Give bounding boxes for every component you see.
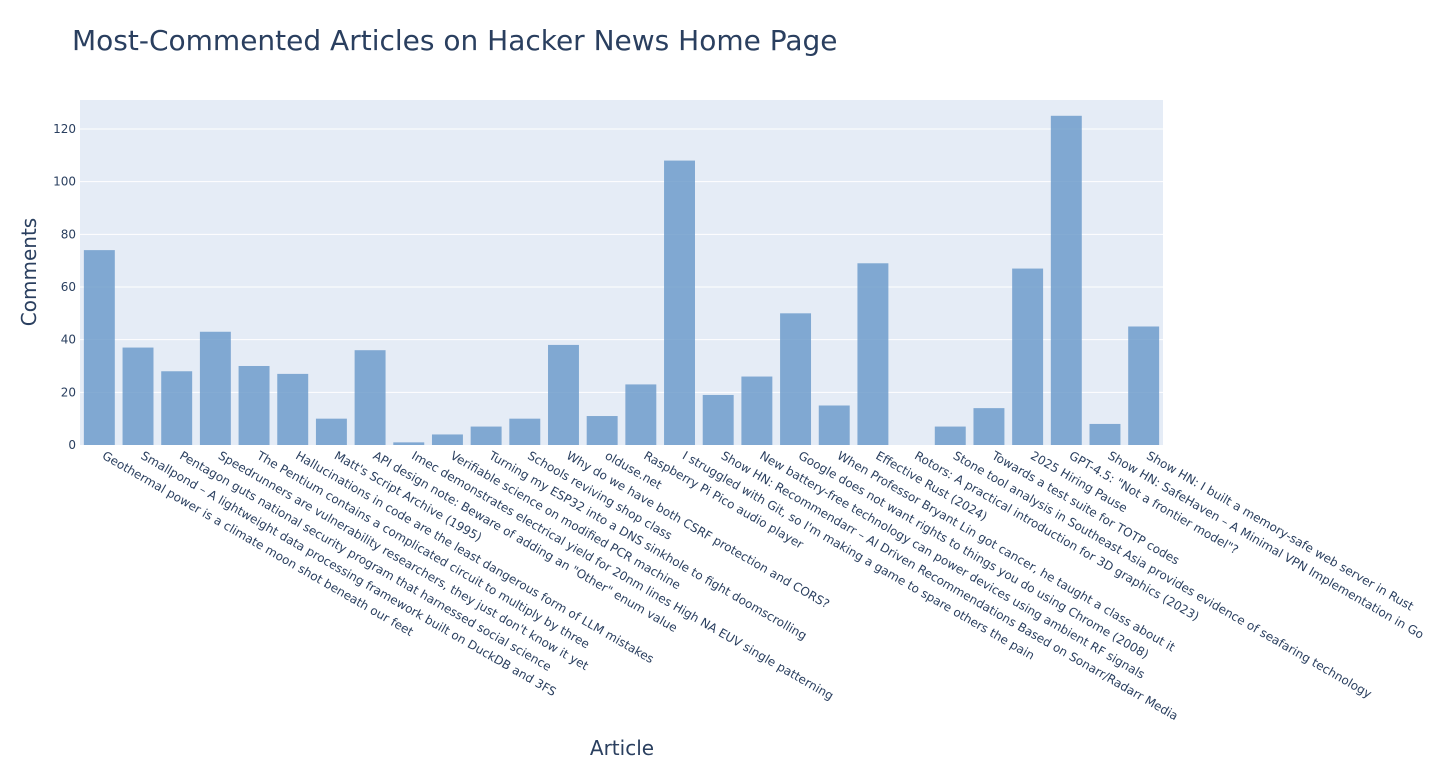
bar (702, 394, 734, 445)
bar (586, 416, 618, 445)
bar (780, 313, 812, 445)
y-axis-ticks: 0 20 40 60 80 100 120 (53, 122, 76, 452)
bar (973, 408, 1005, 445)
bar (122, 347, 154, 445)
bar (818, 405, 850, 445)
bar (470, 426, 502, 445)
bar (1012, 268, 1044, 445)
bar (431, 434, 463, 445)
chart-title: Most-Commented Articles on Hacker News H… (72, 24, 838, 57)
y-tick-label: 100 (53, 175, 76, 189)
y-axis-title: Comments (17, 218, 41, 326)
bar (1050, 115, 1082, 446)
bars (83, 115, 1160, 446)
y-tick-label: 60 (61, 280, 76, 294)
bar (664, 160, 695, 446)
x-axis-title: Article (590, 736, 654, 760)
y-tick-label: 0 (68, 438, 76, 452)
bar (934, 426, 966, 445)
bar (741, 376, 773, 445)
y-tick-label: 120 (53, 122, 76, 136)
bar (1128, 326, 1160, 445)
bar (315, 418, 347, 445)
bar (83, 250, 115, 445)
bar (625, 384, 657, 445)
y-tick-label: 80 (61, 227, 76, 241)
y-tick-label: 40 (61, 333, 76, 347)
bar (393, 442, 425, 445)
bar (857, 263, 889, 445)
bar (354, 350, 386, 445)
y-tick-label: 20 (61, 385, 76, 399)
bar (509, 418, 541, 445)
bar (1089, 423, 1121, 445)
bar (161, 371, 193, 445)
bar (548, 344, 579, 445)
bar (238, 365, 270, 445)
bar (199, 331, 231, 445)
bar (277, 373, 309, 445)
